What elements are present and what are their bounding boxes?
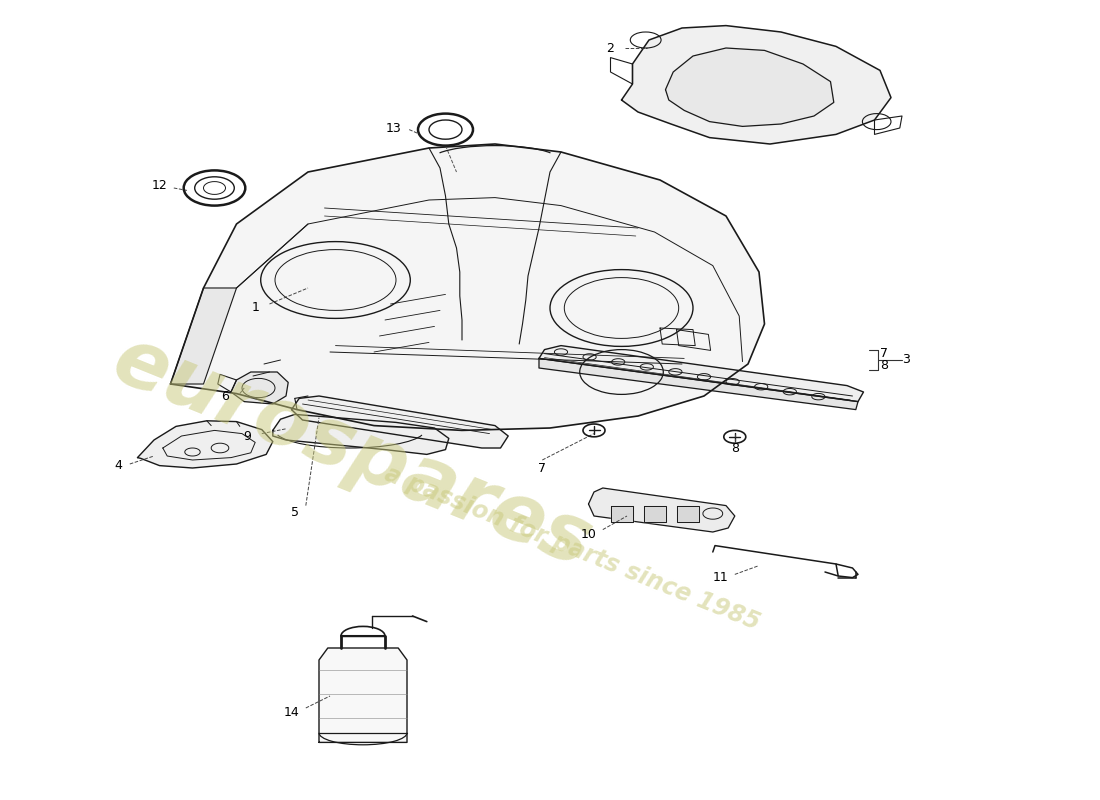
Text: 7: 7 xyxy=(538,462,547,474)
Text: 12: 12 xyxy=(152,179,167,192)
Polygon shape xyxy=(666,48,834,126)
Text: 13: 13 xyxy=(386,122,402,134)
Polygon shape xyxy=(621,26,891,144)
Text: a passion for parts since 1985: a passion for parts since 1985 xyxy=(381,462,763,634)
Polygon shape xyxy=(273,414,449,454)
Polygon shape xyxy=(138,421,273,468)
Text: 10: 10 xyxy=(581,528,596,541)
Polygon shape xyxy=(610,506,632,522)
Text: 14: 14 xyxy=(284,706,299,718)
Text: 5: 5 xyxy=(290,506,299,518)
Polygon shape xyxy=(539,346,864,402)
Polygon shape xyxy=(676,506,698,522)
Polygon shape xyxy=(539,358,858,410)
Text: 4: 4 xyxy=(114,459,123,472)
Polygon shape xyxy=(170,144,764,430)
Text: 3: 3 xyxy=(902,354,910,366)
Text: 8: 8 xyxy=(880,359,888,372)
Polygon shape xyxy=(292,396,508,448)
Polygon shape xyxy=(588,488,735,532)
Text: 11: 11 xyxy=(713,571,728,584)
Polygon shape xyxy=(319,648,407,742)
Text: 8: 8 xyxy=(730,442,739,454)
Text: 9: 9 xyxy=(243,430,252,442)
Polygon shape xyxy=(644,506,666,522)
Text: 6: 6 xyxy=(221,390,230,402)
Polygon shape xyxy=(170,288,236,384)
Text: eurospares: eurospares xyxy=(101,321,603,583)
Text: 1: 1 xyxy=(251,301,260,314)
Polygon shape xyxy=(231,372,288,404)
Text: 2: 2 xyxy=(606,42,615,54)
Text: 7: 7 xyxy=(880,347,888,360)
